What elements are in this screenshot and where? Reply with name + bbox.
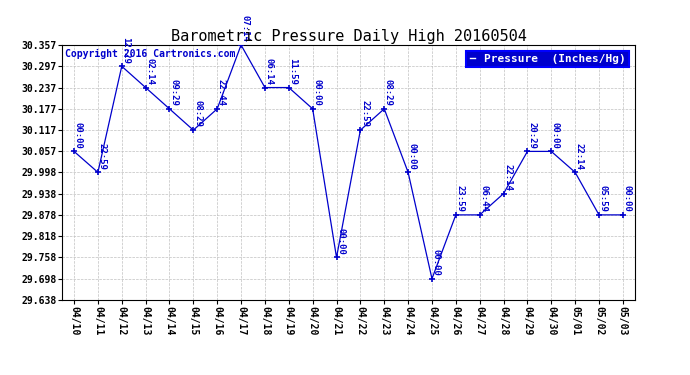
Text: 06:44: 06:44 <box>480 185 489 212</box>
Text: 00:00: 00:00 <box>408 142 417 170</box>
Text: 00:00: 00:00 <box>432 249 441 276</box>
Text: 00:00: 00:00 <box>313 79 322 106</box>
Text: 05:59: 05:59 <box>599 185 608 212</box>
Text: 09:29: 09:29 <box>169 79 178 106</box>
Text: 02:14: 02:14 <box>146 58 155 85</box>
Text: 06:14: 06:14 <box>264 58 274 85</box>
Text: 00:00: 00:00 <box>551 122 560 148</box>
Text: 08:29: 08:29 <box>384 79 393 106</box>
Text: 22:44: 22:44 <box>217 79 226 106</box>
Text: 07:14: 07:14 <box>241 15 250 42</box>
Text: 22:14: 22:14 <box>575 142 584 170</box>
Legend: Pressure  (Inches/Hg): Pressure (Inches/Hg) <box>466 51 629 67</box>
Text: 12:29: 12:29 <box>121 37 130 63</box>
Text: 00:00: 00:00 <box>622 185 631 212</box>
Text: Copyright 2016 Cartronics.com: Copyright 2016 Cartronics.com <box>65 49 235 59</box>
Text: 11:59: 11:59 <box>288 58 297 85</box>
Text: 22:59: 22:59 <box>360 100 369 128</box>
Title: Barometric Pressure Daily High 20160504: Barometric Pressure Daily High 20160504 <box>170 29 526 44</box>
Text: 23:59: 23:59 <box>455 185 464 212</box>
Text: 20:29: 20:29 <box>527 122 536 148</box>
Text: 08:29: 08:29 <box>193 100 202 128</box>
Text: 22:59: 22:59 <box>97 142 106 170</box>
Text: 00:00: 00:00 <box>336 228 345 255</box>
Text: 22:14: 22:14 <box>503 164 512 191</box>
Text: 00:00: 00:00 <box>74 122 83 148</box>
